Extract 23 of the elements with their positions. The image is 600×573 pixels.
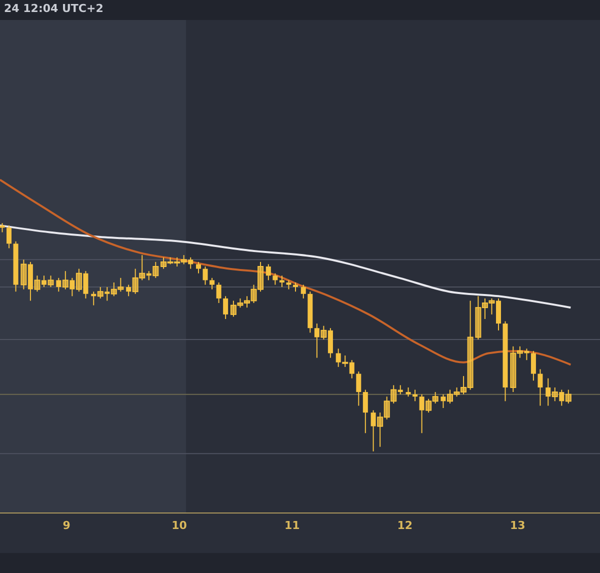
- candlestick: [266, 264, 271, 281]
- x-tick-label: 10: [172, 518, 188, 532]
- candlestick: [538, 368, 543, 406]
- candlestick: [530, 350, 536, 382]
- candlestick: [216, 282, 222, 304]
- candlestick: [406, 386, 411, 398]
- candlestick: [300, 284, 306, 299]
- candlestick: [286, 280, 292, 290]
- x-tick-label: 11: [284, 518, 300, 532]
- x-tick-label: 12: [397, 518, 413, 532]
- candlestick: [223, 296, 228, 320]
- candlestick: [356, 370, 362, 406]
- candlestick: [279, 275, 284, 288]
- candlestick: [272, 272, 278, 286]
- text: 24 12:04 UTC+2: [4, 2, 104, 15]
- x-tick-label: 13: [510, 518, 526, 532]
- candlestick: [362, 389, 368, 434]
- x-tick-label: 9: [62, 518, 70, 532]
- candlestick: [202, 266, 208, 286]
- candlestick: [196, 261, 201, 274]
- candlestick: [210, 277, 215, 290]
- candlestick: [0, 222, 5, 233]
- candlestick: [6, 224, 12, 249]
